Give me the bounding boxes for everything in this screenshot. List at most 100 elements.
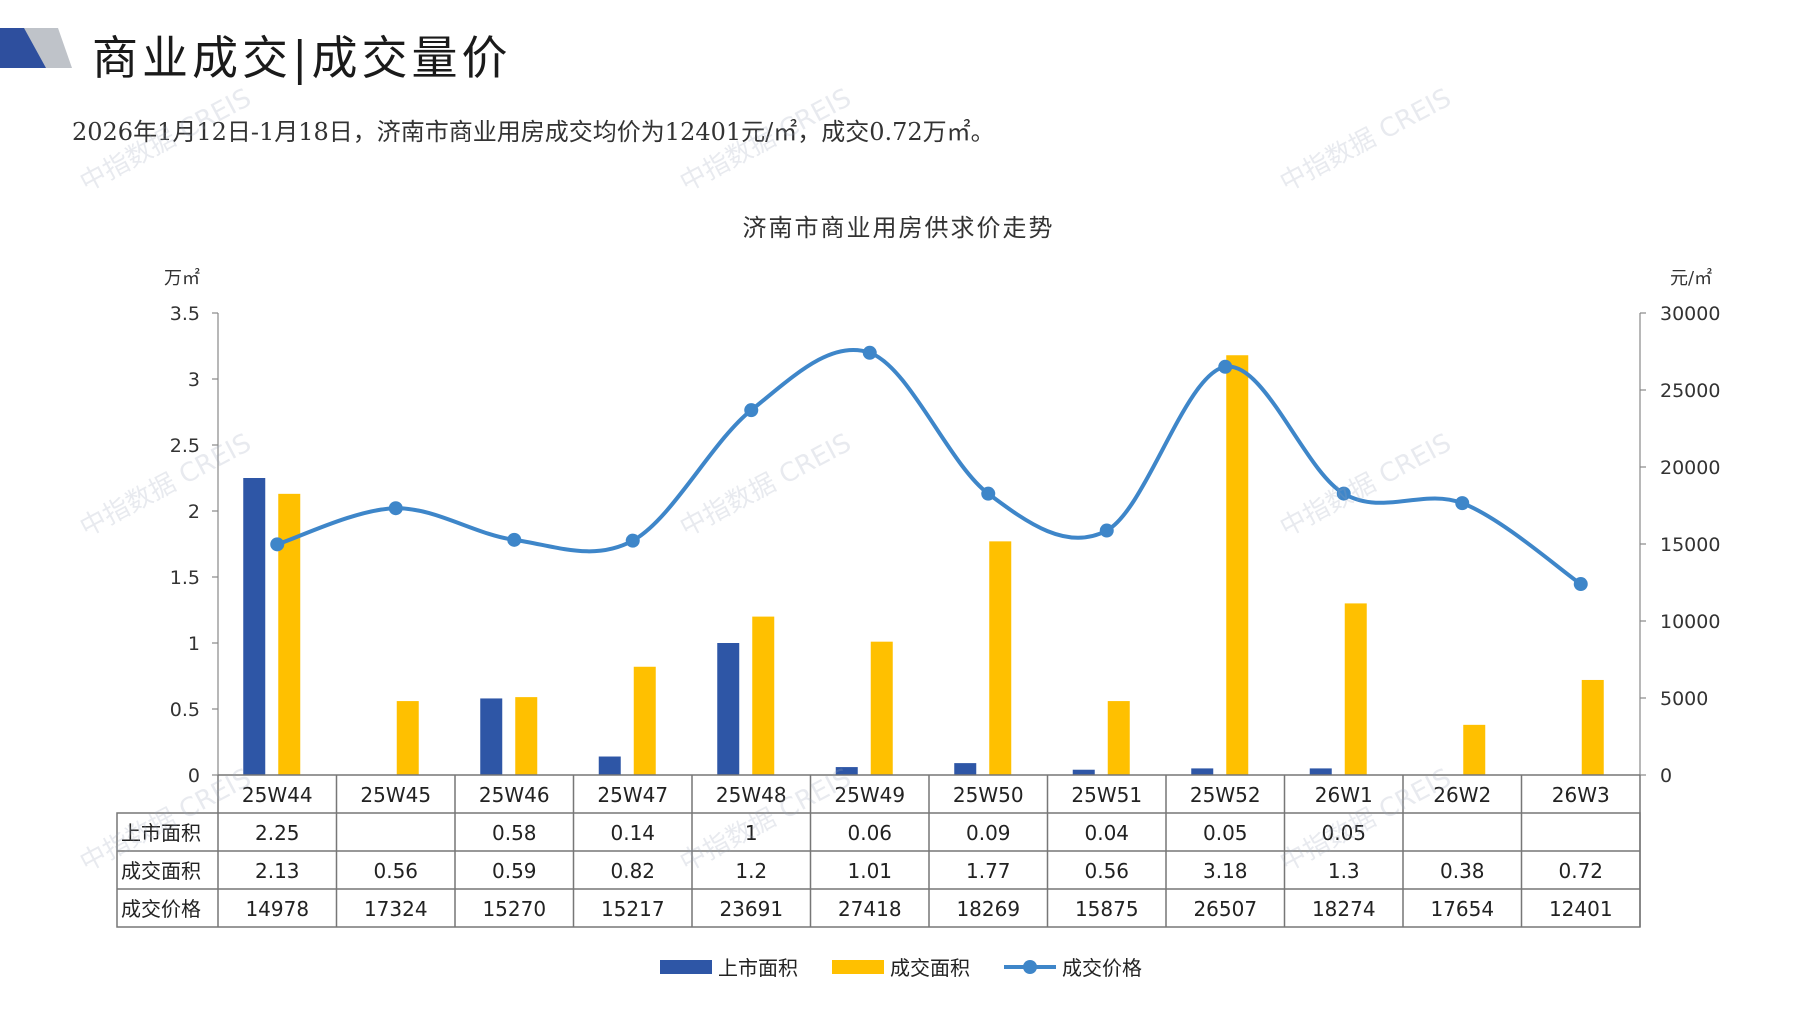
bar-deal-area bbox=[752, 616, 775, 775]
header: 商业成交|成交量价 bbox=[0, 18, 1797, 88]
table-row-deal-area-value: 0.38 bbox=[1440, 859, 1485, 883]
table-row-listed-area-value: 0.06 bbox=[847, 821, 892, 845]
table-row-listed-area-value: 0.04 bbox=[1084, 821, 1129, 845]
category-label: 25W51 bbox=[1071, 783, 1142, 807]
category-label: 25W46 bbox=[479, 783, 550, 807]
category-label: 25W47 bbox=[597, 783, 668, 807]
left-axis-tick-label: 1 bbox=[188, 633, 200, 655]
table-row-price-value: 12401 bbox=[1549, 897, 1613, 921]
table-row-deal-area-value: 1.2 bbox=[735, 859, 767, 883]
price-point bbox=[1455, 496, 1470, 511]
category-label: 25W45 bbox=[360, 783, 431, 807]
category-label: 26W2 bbox=[1433, 783, 1491, 807]
table-row-listed-area-value: 1 bbox=[745, 821, 758, 845]
legend-item-listed-area-swatch bbox=[660, 960, 712, 974]
price-point bbox=[625, 533, 640, 548]
table-row-deal-area-value: 1.01 bbox=[847, 859, 892, 883]
bar-listed-area bbox=[598, 756, 621, 775]
table-row-price-value: 17654 bbox=[1430, 897, 1494, 921]
category-label: 26W1 bbox=[1315, 783, 1373, 807]
table-row-listed-area-value: 0.14 bbox=[610, 821, 655, 845]
right-axis-unit: 元/㎡ bbox=[1670, 268, 1713, 289]
bar-deal-area bbox=[989, 541, 1012, 775]
price-point bbox=[981, 486, 996, 501]
right-axis-tick-label: 10000 bbox=[1660, 611, 1720, 633]
legend-item-price-label: 成交价格 bbox=[1062, 956, 1142, 980]
legend-item-price-marker bbox=[1023, 960, 1037, 974]
table-row-deal-area-value: 1.3 bbox=[1328, 859, 1360, 883]
table-row-listed-area-value: 2.25 bbox=[255, 821, 300, 845]
category-label: 25W49 bbox=[834, 783, 905, 807]
legend-item-listed-area-label: 上市面积 bbox=[718, 956, 798, 980]
right-axis-tick-label: 0 bbox=[1660, 765, 1672, 787]
bar-listed-area bbox=[717, 643, 740, 775]
category-label: 26W3 bbox=[1552, 783, 1610, 807]
left-axis-tick-label: 3 bbox=[188, 369, 200, 391]
bar-listed-area bbox=[1309, 768, 1332, 775]
table-row-listed-area-value: 0.09 bbox=[966, 821, 1011, 845]
table-row-price-value: 17324 bbox=[364, 897, 428, 921]
logo-blue-shape bbox=[0, 28, 46, 68]
table-row-deal-area-value: 0.56 bbox=[1084, 859, 1129, 883]
table-row-deal-area-value: 3.18 bbox=[1203, 859, 1248, 883]
category-label: 25W52 bbox=[1190, 783, 1261, 807]
table-row-deal-area-value: 0.56 bbox=[373, 859, 418, 883]
right-axis-tick-label: 25000 bbox=[1660, 380, 1720, 402]
table-row-price-value: 26507 bbox=[1193, 897, 1257, 921]
bar-listed-area bbox=[954, 763, 977, 775]
table-row-price-value: 15875 bbox=[1075, 897, 1139, 921]
left-axis-unit: 万㎡ bbox=[164, 268, 200, 289]
page-title: 商业成交|成交量价 bbox=[92, 31, 512, 85]
right-axis-tick-label: 30000 bbox=[1660, 303, 1720, 325]
legend-item-deal-area-label: 成交面积 bbox=[890, 956, 970, 980]
category-label: 25W50 bbox=[953, 783, 1024, 807]
table-row-listed-area-value: 0.05 bbox=[1321, 821, 1366, 845]
bar-deal-area bbox=[515, 697, 538, 775]
bar-listed-area bbox=[480, 698, 503, 775]
price-point bbox=[507, 532, 522, 547]
table-row-price-value: 15270 bbox=[482, 897, 546, 921]
price-point bbox=[1099, 523, 1114, 538]
table-row-deal-area-header: 成交面积 bbox=[121, 859, 201, 883]
table-row-deal-area-value: 2.13 bbox=[255, 859, 300, 883]
table-row-price-value: 15217 bbox=[601, 897, 665, 921]
table-row-listed-area-value: 0.05 bbox=[1203, 821, 1248, 845]
table-row-deal-area-value: 0.59 bbox=[492, 859, 537, 883]
table-row-listed-area-value: 0.58 bbox=[492, 821, 537, 845]
left-axis-tick-label: 1.5 bbox=[170, 567, 200, 589]
chart-title: 济南市商业用房供求价走势 bbox=[742, 214, 1055, 242]
bar-deal-area bbox=[396, 701, 419, 775]
bar-deal-area bbox=[278, 493, 301, 775]
table-row-price-value: 14978 bbox=[245, 897, 309, 921]
summary-text: 2026年1月12日-1月18日，济南市商业用房成交均价为12401元/㎡，成交… bbox=[72, 118, 995, 146]
table-row-price-header: 成交价格 bbox=[121, 897, 201, 921]
table-row-price-value: 18274 bbox=[1312, 897, 1376, 921]
bar-deal-area bbox=[1226, 355, 1249, 775]
price-point bbox=[388, 501, 403, 516]
bar-deal-area bbox=[1344, 603, 1367, 775]
bar-listed-area bbox=[1072, 769, 1095, 775]
left-axis-tick-label: 0 bbox=[188, 765, 200, 787]
bar-deal-area bbox=[870, 641, 893, 775]
table-row-deal-area-value: 0.82 bbox=[610, 859, 655, 883]
category-label: 25W44 bbox=[242, 783, 313, 807]
left-axis-tick-label: 3.5 bbox=[170, 303, 200, 325]
right-axis-tick-label: 15000 bbox=[1660, 534, 1720, 556]
right-axis-tick-label: 20000 bbox=[1660, 457, 1720, 479]
left-axis-tick-label: 2 bbox=[188, 501, 200, 523]
left-axis-tick-label: 2.5 bbox=[170, 435, 200, 457]
bar-listed-area bbox=[1191, 768, 1214, 775]
bar-listed-area bbox=[835, 767, 858, 775]
logo bbox=[0, 28, 72, 68]
price-point bbox=[1218, 359, 1233, 374]
bar-listed-area bbox=[243, 478, 266, 775]
table-row-listed-area-header: 上市面积 bbox=[121, 821, 201, 845]
price-point bbox=[744, 403, 759, 418]
table-row-price-value: 27418 bbox=[838, 897, 902, 921]
price-point bbox=[1573, 577, 1588, 592]
bar-deal-area bbox=[1581, 679, 1604, 775]
left-axis-tick-label: 0.5 bbox=[170, 699, 200, 721]
price-line bbox=[276, 347, 1582, 586]
table-row-price-value: 23691 bbox=[719, 897, 783, 921]
